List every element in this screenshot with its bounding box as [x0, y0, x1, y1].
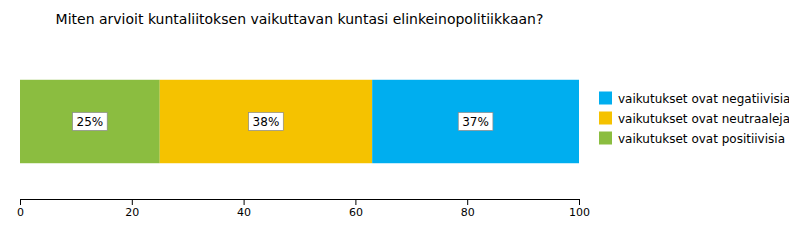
plot: 0 20 40 60 80 100 25% 38% 37% [17, 80, 590, 219]
legend-swatch [599, 92, 612, 105]
legend-swatch [599, 112, 612, 125]
tick-mark [579, 199, 580, 205]
tick: 0 [17, 199, 24, 219]
legend-label: vaikutukset ovat positiivisia [618, 132, 785, 146]
data-label: 25% [77, 115, 104, 129]
bar [372, 80, 579, 163]
bar [20, 80, 160, 163]
data-label-group: 37% [458, 113, 493, 131]
data-label: 38% [253, 115, 280, 129]
legend: vaikutukset ovat negatiivisia vaikutukset… [599, 92, 789, 146]
data-label-group: 25% [73, 113, 108, 131]
tick-mark [467, 199, 468, 205]
bar [160, 80, 372, 163]
legend-label: vaikutukset ovat negatiivisia [618, 92, 789, 106]
tick-mark [20, 199, 21, 205]
tick: 60 [349, 199, 363, 219]
tick-label: 20 [125, 206, 139, 219]
tick-mark [244, 199, 245, 205]
tick-mark [355, 199, 356, 205]
legend-label: vaikutukset ovat neutraaleja [618, 112, 789, 126]
tick: 20 [125, 199, 139, 219]
data-label-box [73, 113, 108, 131]
axis-line [21, 200, 580, 206]
legend-item: vaikutukset ovat neutraaleja [599, 112, 789, 126]
tick: 100 [569, 199, 590, 219]
data-labels: 25% 38% 37% [73, 113, 493, 131]
tick: 80 [461, 199, 475, 219]
data-label: 37% [462, 115, 489, 129]
legend-swatch [599, 132, 612, 145]
legend-item: vaikutukset ovat positiivisia [599, 132, 785, 146]
data-label-box [458, 113, 493, 131]
bars [20, 80, 579, 163]
tick-label: 100 [569, 206, 590, 219]
tick-label: 40 [237, 206, 251, 219]
title: Miten arvioit kuntaliitoksen vaikuttavan… [56, 11, 544, 27]
tick-label: 80 [461, 206, 475, 219]
tick: 40 [237, 199, 251, 219]
legend-item: vaikutukset ovat negatiivisia [599, 92, 789, 106]
data-label-box [249, 113, 284, 131]
tick-label: 60 [349, 206, 363, 219]
chart: Miten arvioit kuntaliitoksen vaikuttavan… [0, 0, 789, 229]
data-label-group: 38% [249, 113, 284, 131]
tick-label: 0 [17, 206, 24, 219]
tick-mark [132, 199, 133, 205]
x-axis: 0 20 40 60 80 100 [17, 199, 590, 219]
